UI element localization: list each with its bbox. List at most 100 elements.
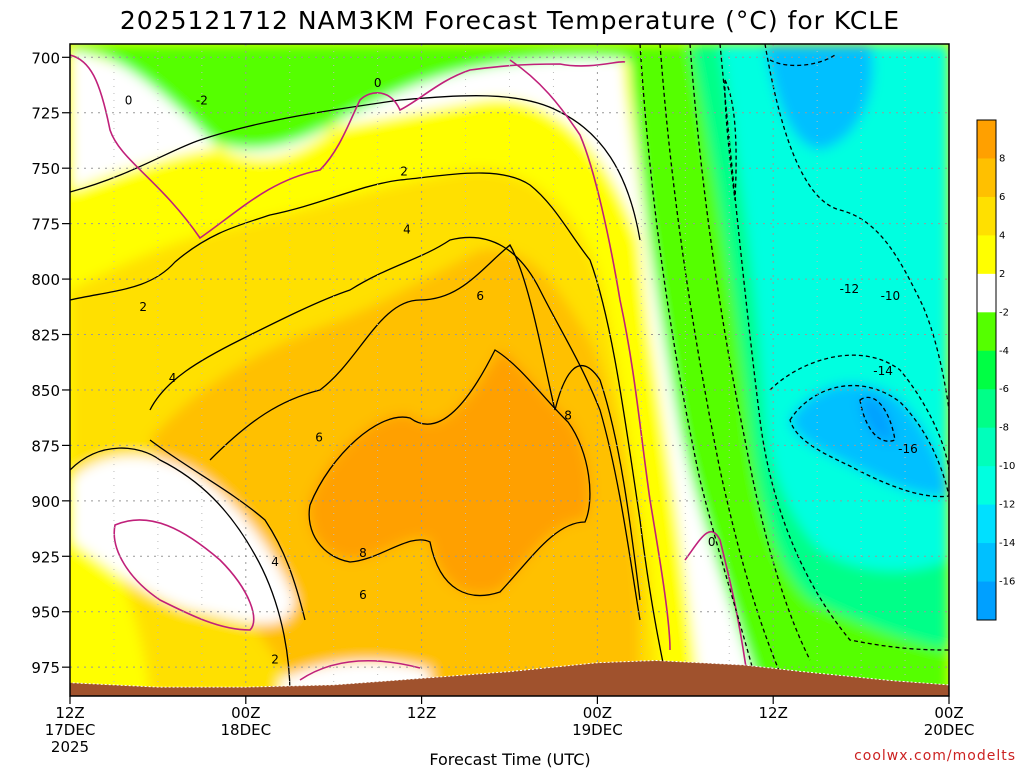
contour-line bbox=[149, 236, 641, 621]
chart-title: 2025121712 NAM3KM Forecast Temperature (… bbox=[120, 6, 900, 35]
x-tick-label: 00Z bbox=[934, 704, 963, 722]
contour-label: 4 bbox=[403, 222, 411, 236]
contour-line bbox=[299, 660, 421, 681]
cold-band-upper-left bbox=[70, 44, 640, 150]
colorbar-label: 4 bbox=[999, 230, 1005, 241]
x-tick-label: 18DEC bbox=[221, 721, 272, 739]
y-tick-label: 775 bbox=[31, 216, 60, 234]
contour-label: 6 bbox=[359, 588, 367, 602]
contour-line bbox=[509, 59, 671, 651]
near-zero-frontal-strip bbox=[630, 90, 760, 696]
colorbar-label: -8 bbox=[999, 423, 1009, 434]
x-tick-label: 00Z bbox=[583, 704, 612, 722]
contour-label: 4 bbox=[169, 371, 177, 385]
y-tick-label: 750 bbox=[31, 160, 60, 178]
x-tick-label: 12Z bbox=[55, 704, 84, 722]
colorbar-label: -14 bbox=[999, 538, 1015, 549]
colorbar-swatch bbox=[977, 543, 996, 583]
colorbar-label: -12 bbox=[999, 500, 1015, 511]
contour-label: -14 bbox=[873, 364, 893, 378]
y-axis: 700 725 750 775 800 825 850 875 900 925 950 975 bbox=[31, 49, 70, 677]
terrain-surface bbox=[70, 659, 949, 696]
temperature-fill bbox=[70, 44, 949, 696]
cold-band-darkest bbox=[860, 397, 895, 441]
contour-line bbox=[719, 44, 949, 651]
colorbar-swatch bbox=[977, 350, 996, 390]
plot-area: 0 -2 0 2 4 6 2 4 6 8 8 6 4 2 0 -12 -10 -14 -16 bbox=[70, 44, 949, 696]
y-tick-label: 825 bbox=[31, 327, 60, 345]
contour-line bbox=[639, 44, 761, 696]
colorbar-label: -6 bbox=[999, 384, 1009, 395]
colorbar-label: -2 bbox=[999, 307, 1009, 318]
contour-label: 0 bbox=[374, 76, 382, 90]
colorbar-frame bbox=[976, 119, 997, 621]
near-zero-upper bbox=[70, 50, 640, 240]
contour-line bbox=[209, 244, 641, 601]
x-tick-label: 20DEC bbox=[924, 721, 975, 739]
colorbar-swatch bbox=[977, 120, 996, 159]
colorbar-legend: 8 6 4 2 -2 -4 -6 -8 -10 -12 -14 -16 bbox=[976, 119, 1015, 621]
contour-label: 2 bbox=[400, 165, 408, 179]
contour-label: 6 bbox=[315, 431, 323, 445]
y-tick-label: 850 bbox=[31, 382, 60, 400]
contour-line bbox=[149, 439, 306, 621]
x-tick-label: 2025 bbox=[51, 738, 89, 756]
plot-frame bbox=[69, 43, 950, 697]
contour-line bbox=[689, 44, 811, 661]
contour-label: 8 bbox=[359, 546, 367, 560]
cold-band-blue-upper bbox=[765, 44, 873, 150]
colorbar-swatch bbox=[977, 235, 996, 275]
colorbar-swatch bbox=[977, 504, 996, 544]
x-axis-label: Forecast Time (UTC) bbox=[429, 750, 590, 768]
contour-label: -10 bbox=[881, 289, 901, 303]
y-tick-label: 925 bbox=[31, 548, 60, 566]
contour-label: 2 bbox=[271, 653, 279, 667]
contour-line bbox=[724, 79, 737, 201]
contour-line bbox=[659, 44, 791, 696]
contour-label: 8 bbox=[564, 409, 572, 423]
y-tick-label: 800 bbox=[31, 271, 60, 289]
y-tick-label: 700 bbox=[31, 49, 60, 67]
contour-line bbox=[769, 54, 836, 67]
x-tick-label: 00Z bbox=[231, 704, 260, 722]
colorbar-swatch bbox=[977, 466, 996, 506]
contour-line bbox=[70, 172, 671, 696]
contour-label: 6 bbox=[476, 289, 484, 303]
colorbar-label: 8 bbox=[999, 153, 1005, 164]
x-tick-label: 12Z bbox=[407, 704, 436, 722]
contour-line bbox=[113, 519, 255, 631]
contour-label: -12 bbox=[840, 282, 860, 296]
contour-label: -16 bbox=[898, 442, 918, 456]
contour-line bbox=[769, 354, 949, 471]
contour-line bbox=[70, 447, 291, 696]
colorbar-swatch bbox=[977, 273, 996, 313]
y-tick-label: 875 bbox=[31, 437, 60, 455]
y-tick-label: 950 bbox=[31, 604, 60, 622]
contour-line bbox=[859, 396, 896, 442]
colorbar-label: 2 bbox=[999, 269, 1005, 280]
colorbar-label: -10 bbox=[999, 461, 1015, 472]
contour-line bbox=[70, 95, 641, 241]
contour-line bbox=[684, 531, 751, 696]
colorbar-swatch bbox=[977, 158, 996, 198]
colorbar-swatch bbox=[977, 427, 996, 467]
credit-text: coolwx.com/modelts bbox=[854, 748, 1016, 764]
contour-lines bbox=[70, 44, 949, 696]
colorbar-label: -4 bbox=[999, 346, 1009, 357]
colorbar-swatch bbox=[977, 196, 996, 236]
contour-label: 4 bbox=[271, 555, 279, 569]
cold-band-blue-lower bbox=[790, 383, 949, 496]
colorbar-label: 6 bbox=[999, 192, 1005, 203]
x-tick-label: 19DEC bbox=[572, 721, 623, 739]
x-tick-label: 12Z bbox=[759, 704, 788, 722]
y-tick-label: 725 bbox=[31, 105, 60, 123]
y-tick-label: 975 bbox=[31, 659, 60, 677]
colorbar-label: -16 bbox=[999, 577, 1015, 588]
contour-label: 0 bbox=[125, 94, 133, 108]
contour-line bbox=[789, 385, 949, 498]
colorbar-swatch bbox=[977, 312, 996, 352]
colorbar-swatch bbox=[977, 581, 996, 621]
y-tick-label: 900 bbox=[31, 493, 60, 511]
